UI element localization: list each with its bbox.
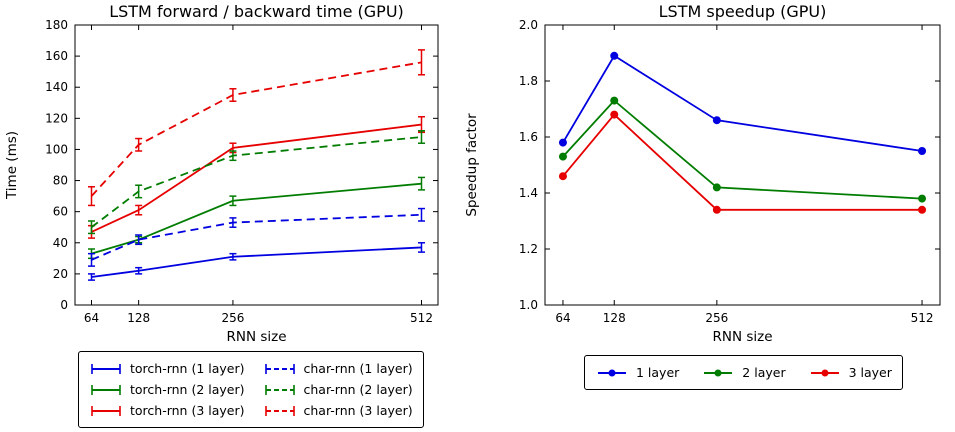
legend-item: torch-rnn (3 layer) [89,403,245,418]
svg-text:1.8: 1.8 [519,74,538,88]
svg-text:RNN size: RNN size [712,329,772,345]
svg-text:180: 180 [45,18,68,32]
legend-item: torch-rnn (1 layer) [89,361,245,376]
svg-text:1.4: 1.4 [519,186,538,200]
lstm-speedup-chart: 64 128 256 512 1.0 1.2 1.4 1.6 1.8 2.0 LSTM speedu… [464,2,941,345]
svg-text:0: 0 [60,298,68,312]
legend-item: 2 layer [701,365,786,380]
legend-label: torch-rnn (2 layer) [130,382,245,397]
marker-line-green-sample-icon [701,366,735,380]
svg-text:LSTM forward / backward time (: LSTM forward / backward time (GPU) [109,2,404,21]
svg-text:Speedup factor: Speedup factor [464,113,480,217]
legend-label: torch-rnn (3 layer) [130,403,245,418]
svg-text:100: 100 [45,142,68,156]
legend-label: char-rnn (3 layer) [303,403,413,418]
errorbar-solid-blue-sample-icon [89,362,123,376]
left-chart-legend: torch-rnn (1 layer) torch-rnn (2 layer) … [78,351,424,428]
legend-label: torch-rnn (1 layer) [130,361,245,376]
legend-item: 3 layer [808,365,892,380]
errorbar-dashed-blue-sample-icon [263,362,297,376]
svg-text:1.0: 1.0 [519,298,538,312]
errorbar-solid-green-sample-icon [89,383,123,397]
svg-text:128: 128 [603,311,626,325]
legend-label: 3 layer [848,365,892,380]
svg-text:160: 160 [45,49,68,63]
svg-text:20: 20 [53,267,68,281]
svg-text:140: 140 [45,80,68,94]
svg-text:60: 60 [53,205,68,219]
svg-text:512: 512 [410,311,433,325]
errorbar-dashed-red-sample-icon [263,404,297,418]
marker-line-blue-sample-icon [595,366,629,380]
svg-text:40: 40 [53,236,68,250]
errorbar-dashed-green-sample-icon [263,383,297,397]
right-chart-legend: 1 layer 2 layer 3 layer [584,355,903,390]
legend-label: 2 layer [742,365,786,380]
svg-text:64: 64 [555,311,570,325]
svg-text:256: 256 [705,311,728,325]
svg-text:120: 120 [45,111,68,125]
svg-text:Time (ms): Time (ms) [4,131,20,200]
svg-text:1.2: 1.2 [519,242,538,256]
legend-label: char-rnn (1 layer) [303,361,413,376]
svg-text:1.6: 1.6 [519,130,538,144]
svg-text:LSTM speedup (GPU): LSTM speedup (GPU) [659,2,827,21]
legend-item: 1 layer [595,365,679,380]
legend-item: torch-rnn (2 layer) [89,382,245,397]
marker-line-red-sample-icon [808,366,842,380]
legend-item: char-rnn (2 layer) [263,382,413,397]
svg-text:512: 512 [911,311,934,325]
legend-label: char-rnn (2 layer) [303,382,413,397]
legend-label: 1 layer [636,365,680,380]
svg-text:256: 256 [221,311,244,325]
svg-text:64: 64 [84,311,99,325]
svg-text:128: 128 [127,311,150,325]
svg-text:80: 80 [53,174,68,188]
legend-item: char-rnn (1 layer) [263,361,413,376]
svg-text:2.0: 2.0 [519,18,538,32]
lstm-time-chart: 64 128 256 512 0 20 40 60 80 100 120 140 160 180 LSTM … [4,2,439,345]
legend-item: char-rnn (3 layer) [263,403,413,418]
svg-text:RNN size: RNN size [226,329,286,345]
errorbar-solid-red-sample-icon [89,404,123,418]
